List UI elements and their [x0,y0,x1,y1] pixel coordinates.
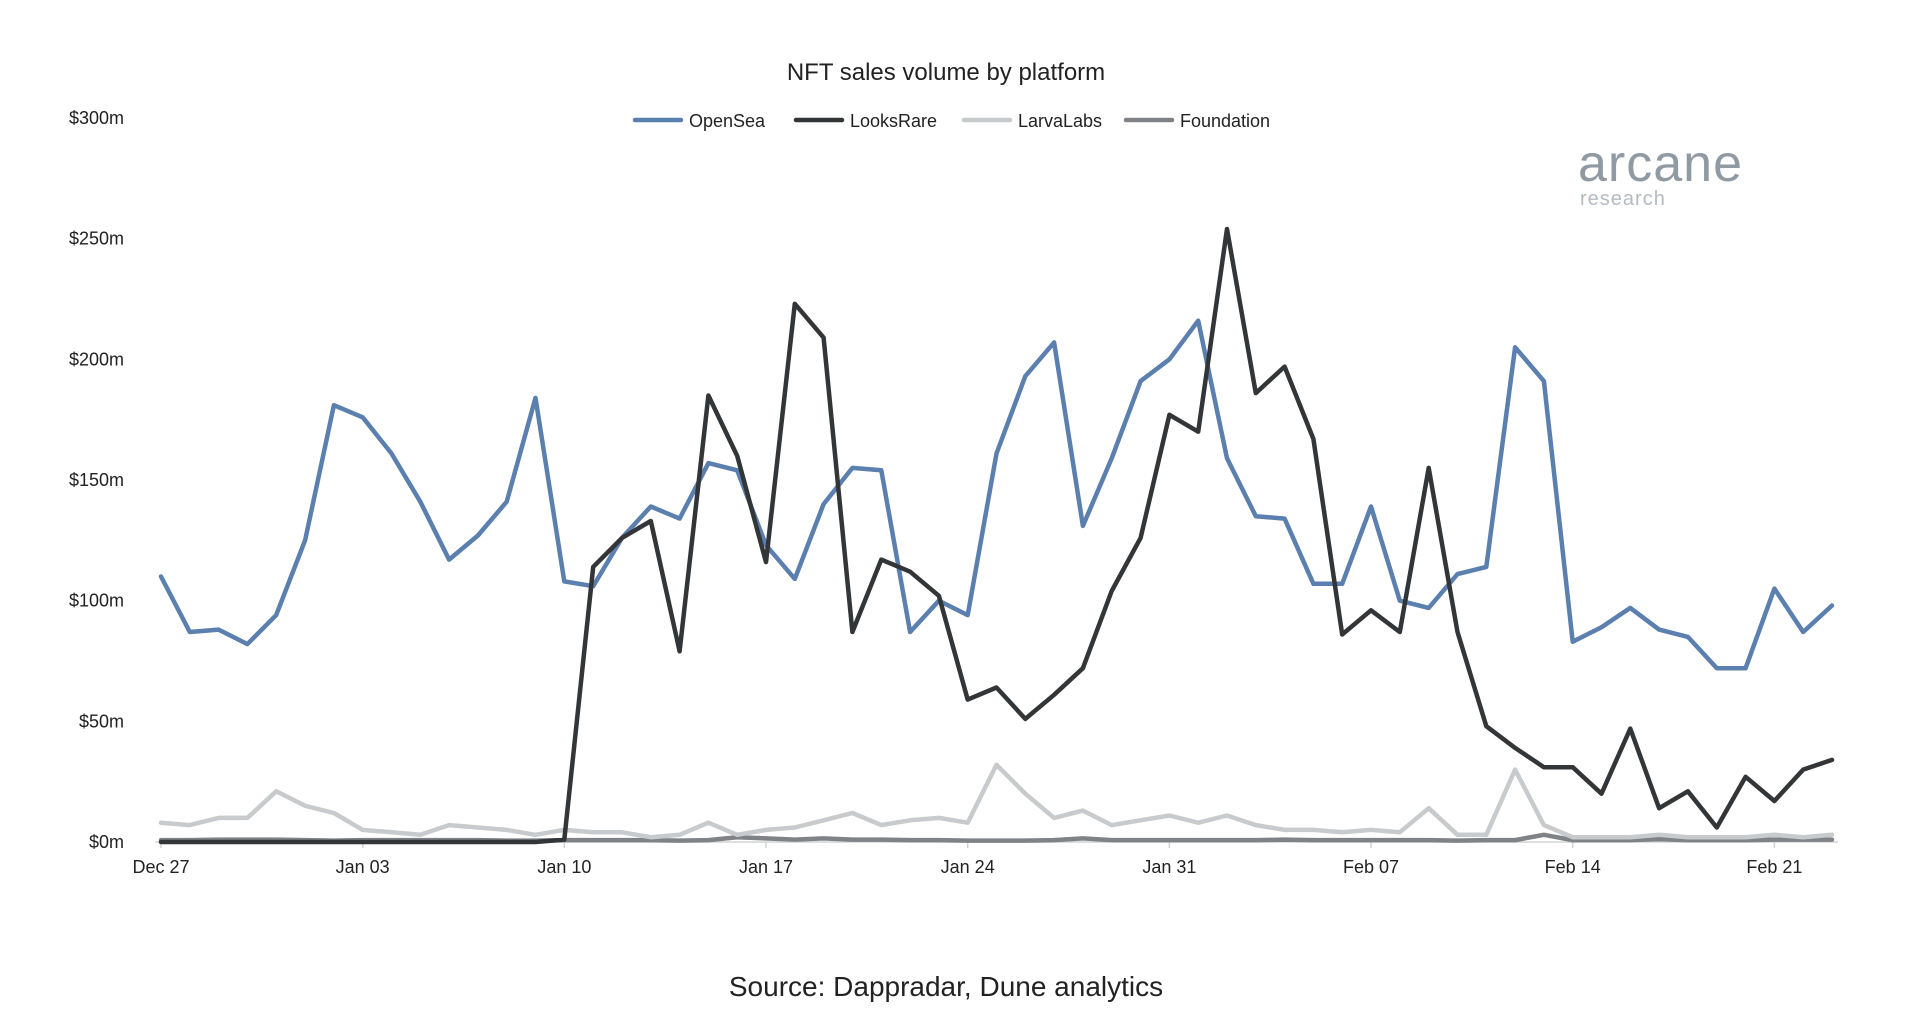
y-tick-label: $0m [89,832,124,852]
legend-label: Foundation [1180,111,1270,131]
y-tick-label: $50m [79,711,124,731]
series-line-looksrare [158,226,1835,845]
y-axis: $0m $50m $100m $150m $200m $250m $300m [69,108,124,852]
legend-label: LarvaLabs [1018,111,1102,131]
series-line-larvalabs [158,762,1835,840]
y-tick-label: $200m [69,349,124,369]
chart-legend: OpenSea LooksRare LarvaLabs Foundation [632,111,1270,131]
logo-wordmark: arcane [1578,135,1743,193]
chart-title: NFT sales volume by platform [787,59,1105,86]
y-tick-label: $150m [69,470,124,490]
source-note: Source: Dappradar, Dune analytics [729,971,1163,1002]
x-tick-label: Feb 21 [1746,857,1802,877]
logo: arcane research [1578,135,1743,210]
x-tick-label: Jan 10 [537,857,591,877]
x-axis: Dec 27 Jan 03 Jan 10 Jan 17 Jan 24 Jan 31 Feb … [132,841,1838,877]
series-line-opensea [158,318,1835,671]
logo-subtitle: research [1580,188,1666,210]
x-tick-label: Feb 14 [1545,857,1601,877]
y-tick-label: $250m [69,229,124,249]
legend-label: LooksRare [850,111,937,131]
x-tick-label: Jan 03 [336,857,390,877]
x-tick-label: Jan 31 [1142,857,1196,877]
x-tick-label: Jan 24 [941,857,995,877]
series-layer [158,226,1835,845]
legend-label: OpenSea [689,111,766,131]
x-tick-label: Jan 17 [739,857,793,877]
x-tick-label: Dec 27 [132,857,189,877]
x-tick-label: Feb 07 [1343,857,1399,877]
y-tick-label: $300m [69,108,124,128]
y-tick-label: $100m [69,591,124,611]
